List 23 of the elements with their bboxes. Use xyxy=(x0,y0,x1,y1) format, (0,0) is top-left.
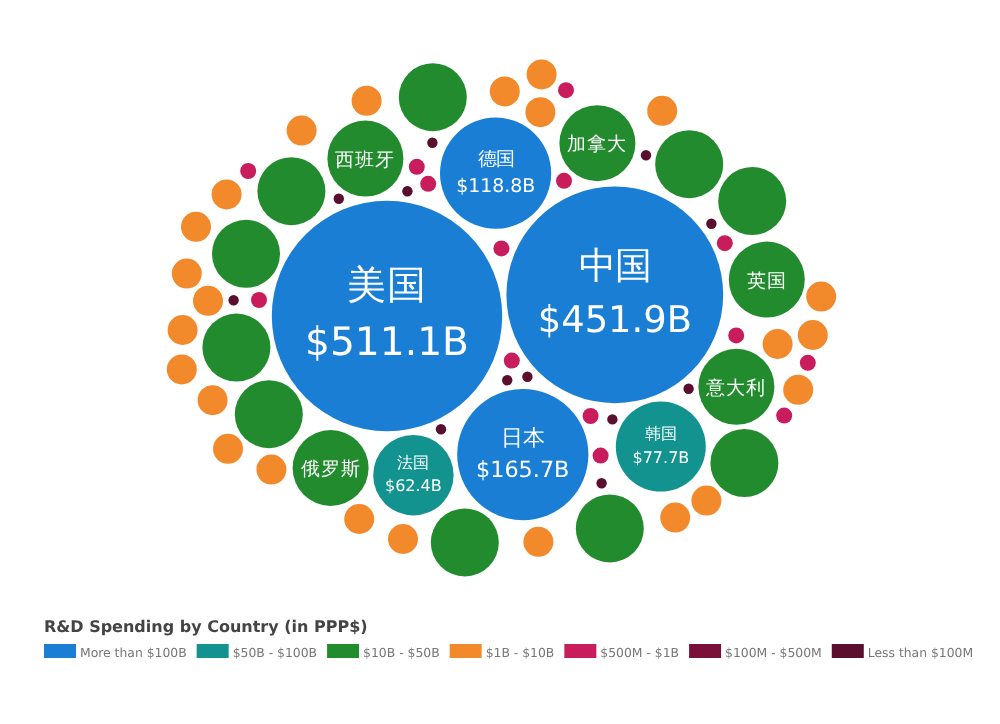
category-label: 俄罗斯 xyxy=(300,456,361,481)
data-label: $511.1B xyxy=(304,319,470,366)
category-label: 中国 xyxy=(578,246,651,289)
picture-bubble: 意大利 xyxy=(698,348,775,425)
picture-bubble: 西班牙 xyxy=(327,120,404,197)
data-label: $451.9B xyxy=(537,299,693,342)
category-label: 法国 xyxy=(397,453,430,472)
category-label: 美国 xyxy=(347,262,428,309)
picture-bubble: 俄罗斯 xyxy=(292,430,369,506)
category-label: 英国 xyxy=(746,268,787,293)
picture-bubble: 加拿大 xyxy=(559,105,636,182)
legend-title: R&D Spending by Country (in PPP$) xyxy=(44,618,368,636)
data-label: $77.7B xyxy=(632,448,690,467)
category-label: 韩国 xyxy=(644,425,677,444)
category-label: 日本 xyxy=(500,424,545,451)
category-label: 加拿大 xyxy=(567,132,628,157)
category-label: 西班牙 xyxy=(335,147,396,172)
data-label: $62.4B xyxy=(384,477,442,496)
data-label: $118.8B xyxy=(456,176,536,199)
category-label: 意大利 xyxy=(704,375,767,400)
picture-bubble: 英国 xyxy=(728,241,805,318)
data-label: $165.7B xyxy=(476,456,570,483)
category-label: 德国 xyxy=(477,148,514,171)
